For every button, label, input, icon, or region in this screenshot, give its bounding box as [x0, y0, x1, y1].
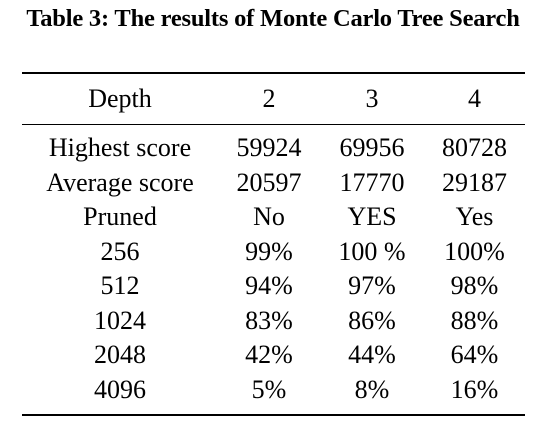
- table-cell: 100%: [444, 236, 505, 266]
- table-cell: 5%: [251, 374, 287, 404]
- table-cell: 16%: [450, 374, 499, 404]
- table-cell: 64%: [450, 340, 499, 369]
- table-cell: 80728: [442, 133, 507, 162]
- table-cell: 99%: [245, 236, 293, 266]
- row-label: 1024: [94, 305, 146, 335]
- table-row: Average score 20597 17770 29187: [22, 166, 525, 201]
- table-bottom-rule: [22, 414, 525, 416]
- table-cell: 20597: [236, 167, 302, 197]
- table-cell: YES: [347, 202, 397, 231]
- table-row: Pruned No YES Yes: [22, 200, 525, 235]
- table-caption: Table 3: The results of Monte Carlo Tree…: [26, 5, 520, 32]
- table-row: 1024 83% 86% 88%: [22, 304, 525, 339]
- row-label: Average score: [46, 167, 194, 197]
- table-cell: 69956: [339, 133, 405, 162]
- table-cell: 94%: [245, 271, 293, 300]
- table-cell: 59924: [236, 133, 302, 162]
- header-cell-depth-2: 2: [262, 84, 276, 113]
- table-cell: 29187: [442, 167, 507, 197]
- header-cell-depth: Depth: [88, 84, 152, 113]
- table-row: 512 94% 97% 98%: [22, 269, 525, 304]
- table-row: 2048 42% 44% 64%: [22, 338, 525, 373]
- row-label: 256: [100, 236, 140, 266]
- header-cell-depth-3: 3: [365, 84, 379, 113]
- table-cell: 88%: [450, 305, 499, 335]
- table-cell: 42%: [245, 340, 293, 369]
- table-row: 4096 5% 8% 16%: [22, 373, 525, 408]
- table-cell: 100 %: [338, 236, 406, 266]
- table-cell: 17770: [339, 167, 405, 197]
- table-cell: 97%: [348, 271, 396, 300]
- table-cell: 8%: [354, 374, 390, 404]
- table-cell: Yes: [455, 202, 494, 231]
- table-row: 256 99% 100 % 100%: [22, 235, 525, 270]
- row-label: 4096: [94, 374, 146, 404]
- table-row: Highest score 59924 69956 80728: [22, 131, 525, 166]
- table-cell: 44%: [348, 340, 396, 369]
- table-cell: 98%: [450, 271, 499, 300]
- table-cell: No: [253, 202, 285, 231]
- table-header-rule: [22, 124, 525, 125]
- table-body: Highest score 59924 69956 80728 Average …: [22, 131, 525, 407]
- row-label: Highest score: [48, 133, 192, 162]
- table-header: Depth 2 3 4: [22, 81, 525, 117]
- table-cell: 86%: [348, 305, 396, 335]
- row-label: Pruned: [83, 202, 157, 231]
- table-top-rule: [22, 72, 525, 74]
- row-label: 512: [100, 271, 140, 300]
- table-cell: 83%: [245, 305, 293, 335]
- row-label: 2048: [94, 340, 146, 369]
- header-row: Depth 2 3 4: [22, 81, 525, 117]
- header-cell-depth-4: 4: [468, 84, 481, 113]
